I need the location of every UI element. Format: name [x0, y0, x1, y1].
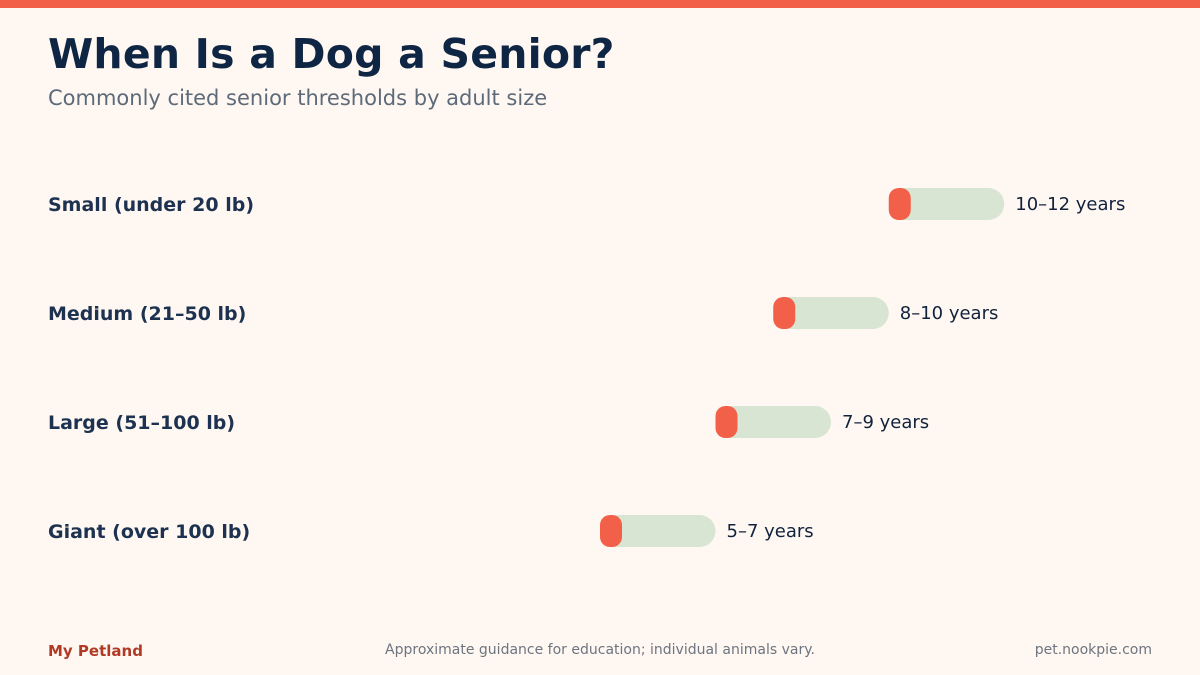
value-label: 5–7 years [727, 521, 814, 542]
range-start-marker [600, 515, 622, 547]
footer-note: Approximate guidance for education; indi… [385, 642, 815, 658]
category-label: Giant (over 100 lb) [48, 521, 250, 543]
page-title: When Is a Dog a Senior? [48, 30, 615, 78]
category-label: Medium (21–50 lb) [48, 303, 246, 325]
value-label: 10–12 years [1015, 194, 1125, 215]
category-label: Large (51–100 lb) [48, 412, 235, 434]
range-start-marker [773, 297, 796, 329]
value-label: 7–9 years [842, 412, 929, 433]
page-subtitle: Commonly cited senior thresholds by adul… [48, 86, 548, 110]
range-bar [715, 406, 831, 438]
range-bar [888, 188, 1005, 220]
category-label: Small (under 20 lb) [48, 194, 254, 216]
footer-url: pet.nookpie.com [1034, 642, 1152, 658]
range-start-marker [888, 188, 911, 220]
footer-brand: My Petland [48, 642, 143, 660]
range-start-marker [715, 406, 738, 438]
top-accent-bar [0, 0, 1200, 8]
range-bar [773, 297, 889, 329]
value-label: 8–10 years [900, 303, 999, 324]
range-bar [600, 515, 716, 547]
